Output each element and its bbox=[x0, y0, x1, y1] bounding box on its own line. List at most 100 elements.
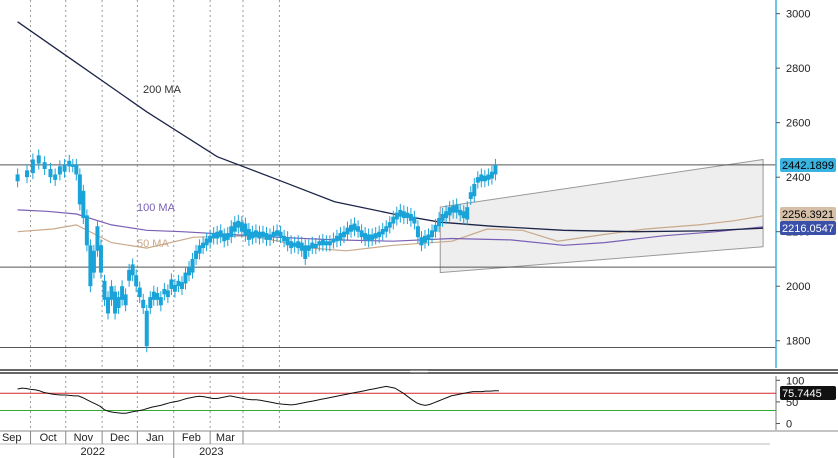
candle-body bbox=[282, 235, 287, 242]
candle-body bbox=[144, 310, 149, 347]
candle-body bbox=[359, 230, 364, 238]
candle-body bbox=[405, 212, 410, 219]
month-label: Jan bbox=[146, 432, 164, 444]
candle-body bbox=[151, 291, 156, 300]
price-tick-label: 1800 bbox=[786, 336, 810, 348]
month-label: Dec bbox=[110, 432, 130, 444]
candle-body bbox=[116, 297, 121, 309]
candle-body bbox=[430, 230, 435, 238]
candle-body bbox=[489, 171, 494, 179]
ma200-label: 200 MA bbox=[143, 84, 182, 96]
candle-body bbox=[275, 230, 280, 236]
price-tag-value: 2442.1899 bbox=[782, 160, 834, 172]
oscillator-line bbox=[17, 385, 499, 414]
candle-body bbox=[225, 233, 230, 240]
candle-body bbox=[493, 164, 498, 175]
candle-body bbox=[412, 216, 417, 224]
candle-body bbox=[352, 223, 357, 231]
candle-body bbox=[222, 234, 227, 242]
month-label: Feb bbox=[182, 432, 201, 444]
ma50-line bbox=[17, 215, 764, 252]
candle-body bbox=[285, 237, 290, 246]
candle-body bbox=[479, 174, 484, 182]
candle-body bbox=[366, 234, 371, 242]
candle-body bbox=[236, 220, 241, 228]
candle-body bbox=[123, 294, 128, 306]
ma50-tag-box bbox=[780, 207, 836, 221]
candle-body bbox=[422, 235, 427, 243]
candle-body bbox=[36, 155, 41, 164]
candle-body bbox=[268, 234, 273, 240]
ma100-tag-box bbox=[780, 221, 836, 235]
candle-body bbox=[158, 297, 163, 306]
price-tick-label: 3000 bbox=[786, 9, 810, 21]
candle-body bbox=[88, 245, 93, 287]
candle-body bbox=[384, 226, 389, 232]
candle-body bbox=[232, 222, 237, 232]
candle-body bbox=[320, 239, 325, 246]
candle-body bbox=[190, 258, 195, 273]
candle-body bbox=[91, 250, 96, 273]
candle-body bbox=[461, 211, 466, 219]
candle-body bbox=[243, 223, 248, 236]
candle-body bbox=[246, 228, 251, 240]
candle-body bbox=[204, 238, 209, 246]
candle-body bbox=[289, 241, 294, 249]
price-ticks: 1800200022002400260028003000 bbox=[776, 9, 810, 348]
candle-body bbox=[394, 212, 399, 220]
candle-body bbox=[30, 159, 35, 174]
candle-body bbox=[211, 233, 216, 239]
candle-body bbox=[187, 267, 192, 276]
candle-body bbox=[334, 235, 339, 242]
candle-body bbox=[165, 290, 170, 298]
candle-body bbox=[444, 211, 449, 219]
month-label: Sep bbox=[2, 432, 22, 444]
candle-body bbox=[172, 284, 177, 292]
candle-body bbox=[257, 231, 262, 239]
ma50-label: 50 MA bbox=[137, 238, 169, 250]
candle-body bbox=[391, 216, 396, 224]
candle-body bbox=[74, 164, 79, 175]
candle-body bbox=[229, 226, 234, 238]
candle-body bbox=[67, 160, 72, 167]
x-axis: Sep Oct Nov Dec Jan Feb Mar 2022 2023 bbox=[0, 430, 838, 458]
candle-body bbox=[250, 231, 255, 239]
candle-body bbox=[77, 174, 82, 205]
candle-body bbox=[253, 230, 258, 238]
candle-body bbox=[310, 242, 315, 249]
candle-body bbox=[486, 174, 491, 180]
candle-body bbox=[109, 286, 114, 300]
candle-body bbox=[324, 241, 329, 246]
candle-body bbox=[62, 164, 67, 172]
candle-body bbox=[377, 231, 382, 238]
candle-body bbox=[363, 233, 368, 240]
osc-tick-label: 100 bbox=[786, 375, 804, 387]
price-tag: 2442.1899 bbox=[780, 158, 836, 172]
candle-body bbox=[331, 238, 336, 243]
candle-body bbox=[148, 297, 153, 309]
candle-body bbox=[169, 279, 174, 289]
candlesticks bbox=[15, 149, 498, 353]
oscillator-tag-value: 75.7445 bbox=[782, 388, 822, 400]
candle-body bbox=[106, 297, 111, 314]
oscillator-tag-box bbox=[780, 386, 836, 400]
candle-body bbox=[303, 245, 308, 259]
candle-body bbox=[134, 275, 139, 287]
trend-channel bbox=[439, 158, 764, 274]
price-tick-label: 2800 bbox=[786, 63, 810, 75]
candle-body bbox=[81, 190, 86, 219]
candle-body bbox=[208, 235, 213, 243]
oscillator-tag: 75.7445 bbox=[780, 386, 836, 400]
candle-body bbox=[127, 269, 132, 281]
candle-body bbox=[98, 245, 103, 273]
candle-body bbox=[313, 243, 318, 249]
candle-body bbox=[70, 164, 75, 167]
ma50-tag: 2256.3921 bbox=[780, 207, 836, 221]
candle-body bbox=[415, 226, 420, 238]
candle-body bbox=[454, 204, 459, 213]
candle-body bbox=[299, 242, 304, 251]
candle-body bbox=[25, 170, 30, 178]
candle-body bbox=[215, 231, 220, 239]
